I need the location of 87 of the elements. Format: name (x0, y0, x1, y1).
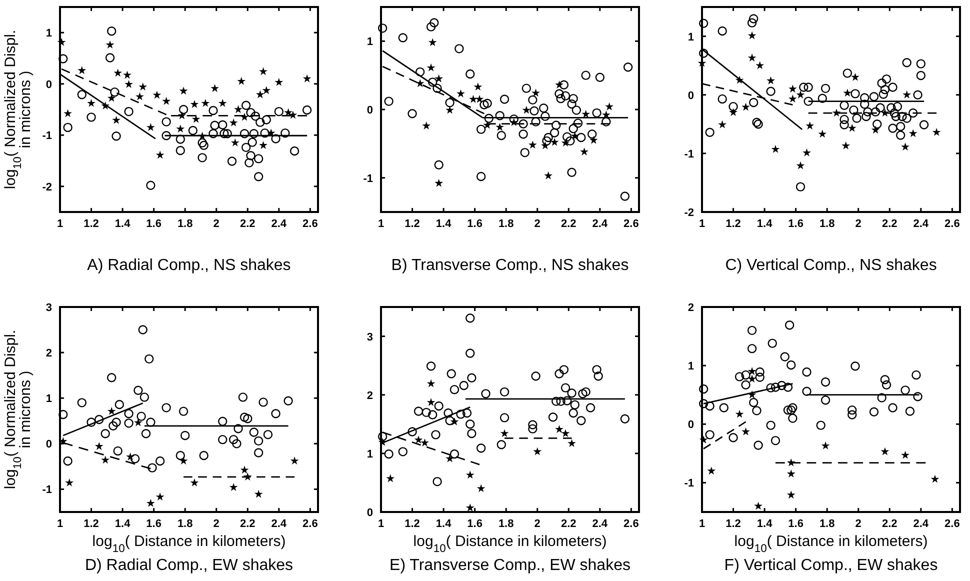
y-tick-label: 3 (46, 302, 52, 314)
x-tick-label: 1.4 (756, 518, 774, 530)
x-tick-label: 2 (213, 518, 220, 530)
x-tick-label: 1.6 (146, 518, 162, 530)
text: B) Transverse Comp., NS shakes (391, 257, 629, 274)
x-tick-label: 2.2 (240, 218, 256, 230)
x-tick-label: 2.2 (240, 518, 256, 530)
x-tick-label: 2.4 (271, 218, 288, 230)
x-tick-label: 2.6 (302, 518, 318, 530)
x-tick-label: 2.6 (944, 218, 960, 230)
x-tick-label: 2.4 (271, 518, 288, 530)
x-tick-label: 1.4 (756, 218, 774, 230)
y-tick-label: -1 (42, 484, 52, 496)
x-axis-title: log$_{10}$( Distance in kilometers) (734, 533, 928, 555)
x-tick-label: 2.6 (624, 518, 639, 530)
x-tick-label: 1.2 (726, 218, 741, 230)
x-tick-label: 1 (698, 518, 706, 530)
x-tick-label: 1.8 (498, 518, 514, 530)
x-axis-title: log$_{10}$( Distance in kilometers) (92, 533, 286, 555)
x-tick-label: 2.4 (913, 518, 930, 530)
x-tick-label: 2.6 (302, 218, 318, 230)
x-tick-label: 1.6 (467, 518, 482, 530)
x-tick-label: 2.2 (560, 218, 576, 230)
x-tick-label: 2 (213, 218, 220, 230)
x-tick-label: 1 (56, 218, 64, 230)
x-tick-label: 1.2 (404, 218, 420, 230)
x-tick-label: 2.2 (560, 518, 576, 530)
y-tick-label: 2 (46, 348, 52, 360)
x-tick-label: 1.8 (177, 518, 193, 530)
x-tick-label: 1.8 (177, 218, 193, 230)
x-tick-label: 1.8 (498, 218, 514, 230)
y-tick-label: -1 (363, 172, 373, 185)
x-tick-label: 1.2 (84, 518, 99, 530)
x-tick-label: 2.6 (624, 218, 639, 230)
y-tick-label: -1 (42, 130, 52, 142)
x-tick-label: 2 (855, 518, 862, 530)
y-tick-label: 1 (46, 393, 52, 406)
x-tick-label: 2.4 (913, 218, 930, 230)
x-tick-label: 1 (698, 218, 706, 230)
text: F) Vertical Comp., EW shakes (724, 557, 938, 574)
x-axis-title: log$_{10}$( Distance in kilometers) (413, 533, 607, 555)
y-tick-label: 0 (46, 78, 52, 91)
y-tick-label: 0 (688, 90, 694, 102)
x-tick-label: 1.2 (404, 518, 420, 530)
text: E) Transverse Comp., EW shakes (390, 557, 630, 574)
x-tick-label: 2 (855, 218, 862, 230)
y-tick-label: -2 (684, 207, 694, 219)
y-tick-label: 0 (366, 507, 373, 519)
x-tick-label: 1.2 (726, 518, 741, 530)
text: D) Radial Comp., EW shakes (84, 557, 294, 574)
y-tick-label: 3 (366, 331, 373, 344)
x-tick-label: 1.4 (436, 518, 452, 530)
y-tick-label: 1 (688, 31, 694, 44)
x-tick-label: 1.4 (436, 218, 452, 230)
x-tick-label: 1.4 (114, 518, 132, 530)
x-tick-label: 1 (378, 218, 384, 230)
y-tick-label: 2 (366, 390, 373, 402)
x-tick-label: 2 (534, 518, 540, 530)
x-tick-label: 2 (534, 218, 540, 230)
x-tick-label: 1.8 (819, 218, 835, 230)
y-tick-label: 1 (366, 448, 373, 460)
x-tick-label: 1.6 (788, 518, 804, 530)
y-tick-label: 1 (46, 28, 52, 40)
x-tick-label: 2.2 (882, 518, 898, 530)
x-tick-label: 1.2 (84, 218, 99, 230)
x-tick-label: 2.6 (944, 518, 960, 530)
x-tick-label: 1.4 (114, 218, 132, 230)
x-tick-label: 2.4 (592, 218, 608, 230)
text: C) Vertical Comp., NS shakes (725, 257, 937, 274)
y-tick-label: 1 (366, 36, 373, 48)
y-tick-label: -2 (42, 181, 52, 194)
x-tick-label: 1.6 (788, 218, 804, 230)
x-tick-label: 1.6 (467, 218, 482, 230)
x-tick-label: 1.6 (146, 218, 162, 230)
y-tick-label: 0 (46, 438, 52, 451)
x-tick-label: 2.2 (882, 218, 898, 230)
text: A) Radial Comp., NS shakes (87, 257, 291, 274)
y-tick-label: 2 (688, 302, 694, 314)
y-tick-label: -1 (684, 148, 694, 160)
y-tick-label: 0 (366, 104, 373, 116)
x-tick-label: 1.8 (819, 518, 835, 530)
y-tick-label: 1 (688, 360, 694, 373)
x-tick-label: 1 (56, 518, 64, 530)
x-tick-label: 2.4 (592, 518, 608, 530)
y-tick-label: -1 (684, 478, 694, 490)
x-tick-label: 1 (378, 518, 384, 530)
y-tick-label: 0 (688, 419, 694, 432)
